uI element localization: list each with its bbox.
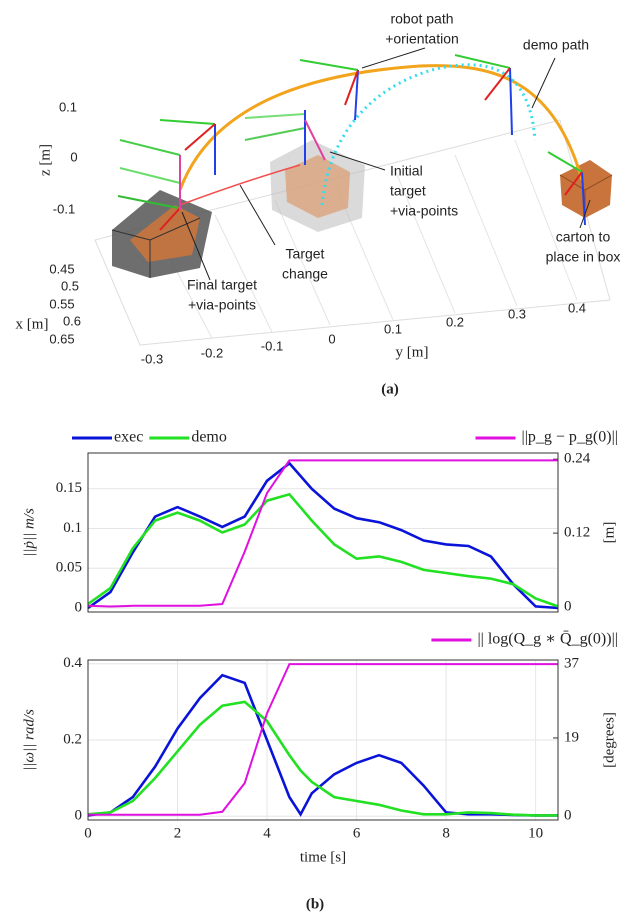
chart: 0 0.05 0.1 0.15 0 0.12 0.24 ||ṗ|| m/s [m] exec dem… — [21, 429, 618, 616]
x-tick-label: 2 — [174, 825, 182, 841]
tick-label: 0.6 — [63, 313, 81, 328]
y-axis-label: ||ṗ|| m/s — [21, 508, 37, 557]
tick-label: 0.5 — [61, 278, 79, 293]
tick-label: -0.1 — [261, 338, 283, 353]
y2-tick-label: 0 — [564, 807, 572, 823]
y-tick-label: 0.1 — [63, 520, 82, 536]
carton — [560, 160, 612, 218]
y2-tick-label: 19 — [564, 729, 579, 745]
y-tick-label: 0.2 — [63, 731, 82, 747]
legend-label: demo — [191, 429, 227, 446]
initial-box — [270, 140, 365, 232]
y2-axis-label: [degrees] — [601, 712, 617, 768]
annotation: +via-points — [390, 203, 458, 219]
figure: robot path +orientation demo path Initia… — [0, 0, 629, 917]
y-tick-label: 0.4 — [63, 655, 82, 671]
tick-label: -0.2 — [201, 345, 223, 360]
x-tick-label: 4 — [263, 825, 271, 841]
tick-label: 0 — [328, 331, 335, 346]
annotation: demo path — [523, 37, 589, 53]
x-axis-label: time [s] — [300, 849, 346, 865]
y2-axis-label: [m] — [601, 522, 617, 544]
annotation: Target — [286, 246, 325, 262]
y-axis-label: ||ω|| rad/s — [21, 709, 37, 771]
y2-tick-label: 0.12 — [564, 525, 590, 541]
tick-label: -0.3 — [141, 351, 163, 366]
annotation: target — [390, 183, 426, 199]
annotation: Final target — [187, 277, 257, 293]
annotation: carton to — [556, 229, 611, 245]
tick-label: 0.2 — [446, 314, 464, 329]
axis-label: x [m] — [16, 316, 49, 332]
tick-label: 0.1 — [59, 99, 77, 114]
chart: 0 0.2 0.4 0 19 37 0 2 4 6 8 10 ||ω|| rad/s [degrees] t… — [21, 631, 618, 866]
legend-label: || log(Q_g ∗ Q̄_g(0))|| — [477, 631, 618, 648]
y2-tick-label: 0.24 — [564, 451, 591, 467]
annotation: robot path — [390, 11, 453, 27]
x-tick-label: 10 — [528, 825, 543, 841]
tick-label: 0 — [70, 149, 77, 164]
x-tick-label: 8 — [442, 825, 450, 841]
y-tick-label: 0 — [75, 808, 83, 824]
tick-label: 0.45 — [49, 261, 74, 276]
x-tick-label: 0 — [84, 825, 92, 841]
legend-label: exec — [114, 429, 143, 446]
arrows — [182, 48, 590, 280]
y2-tick-label: 0 — [564, 599, 572, 615]
robot-path — [180, 66, 582, 190]
tick-label: 0.4 — [568, 300, 586, 315]
caption: (b) — [306, 896, 324, 912]
annotation: +via-points — [188, 297, 256, 313]
axis-label: y [m] — [396, 344, 429, 360]
annotation: +orientation — [385, 31, 459, 47]
annotation: place in box — [546, 249, 621, 265]
tick-label: 0.1 — [384, 321, 402, 336]
y-tick-label: 0.05 — [56, 560, 82, 576]
annotation: Initial — [390, 163, 423, 179]
final-box — [112, 190, 212, 278]
caption: (a) — [381, 381, 399, 397]
tick-label: 0.65 — [49, 331, 74, 346]
legend-label: ||p_g − p_g(0)|| — [522, 429, 619, 446]
axis-label: z [m] — [37, 144, 53, 176]
x-tick-label: 6 — [353, 825, 361, 841]
annotation: change — [282, 266, 328, 282]
tick-label: 0.3 — [508, 306, 526, 321]
y-tick-label: 0 — [75, 599, 83, 615]
y2-tick-label: 37 — [564, 656, 580, 672]
tick-label: 0.55 — [49, 296, 74, 311]
tick-label: -0.1 — [53, 201, 75, 216]
scene — [95, 48, 612, 345]
y-tick-label: 0.15 — [56, 480, 82, 496]
